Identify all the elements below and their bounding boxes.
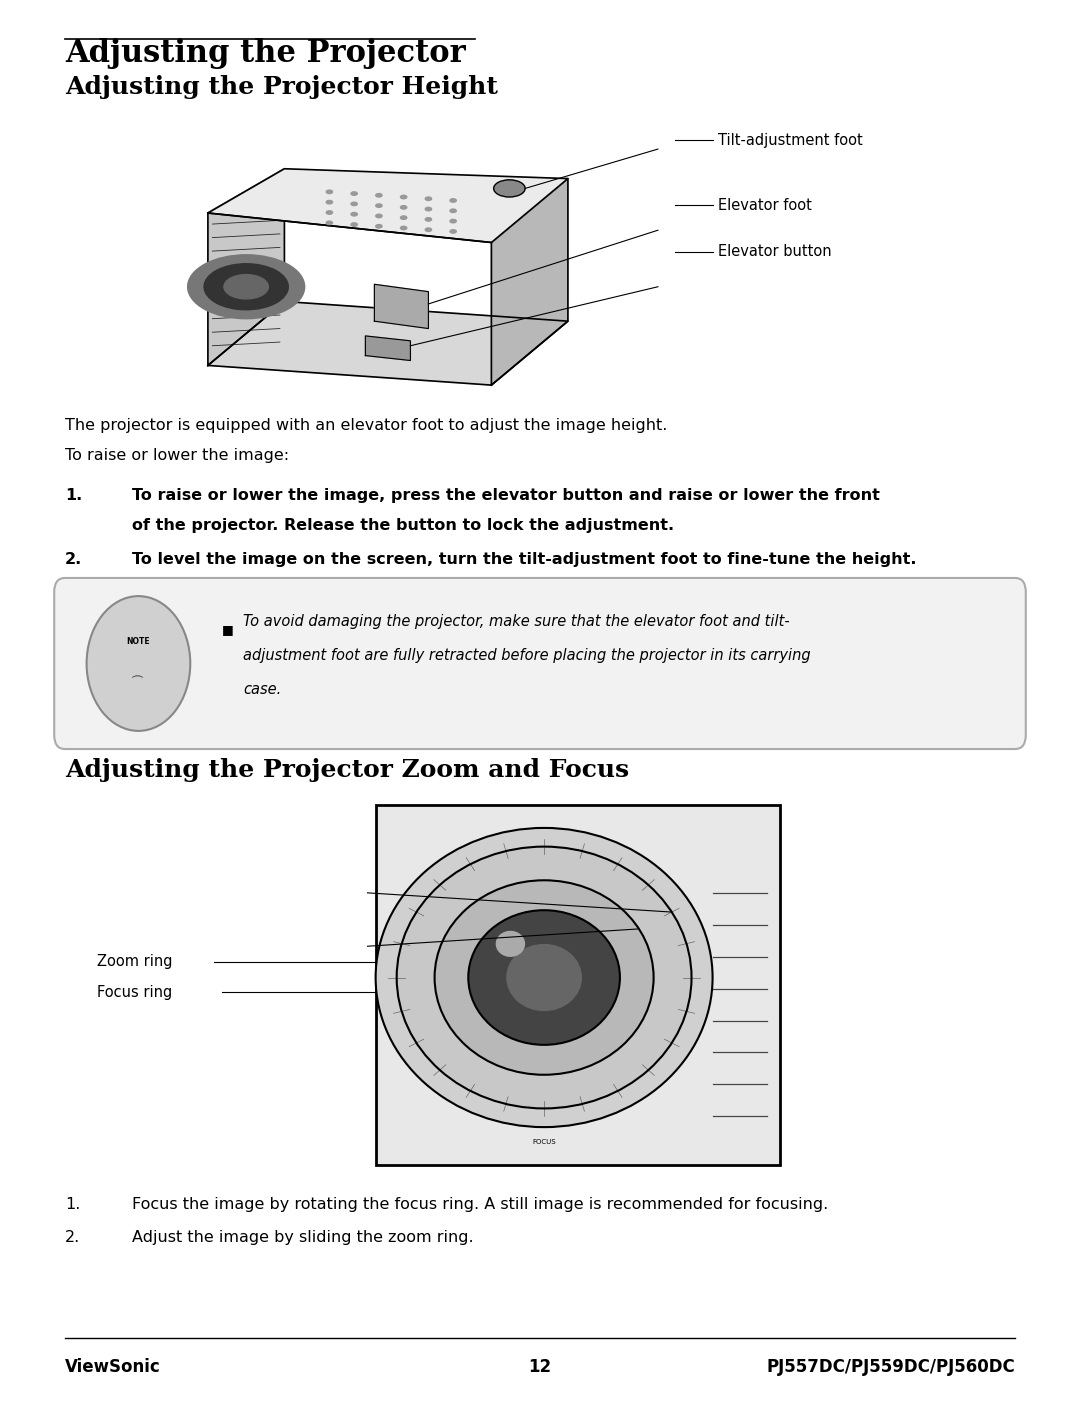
Circle shape bbox=[376, 225, 382, 227]
Circle shape bbox=[401, 226, 407, 230]
Circle shape bbox=[450, 219, 456, 223]
Text: Elevator button: Elevator button bbox=[718, 244, 832, 260]
Circle shape bbox=[469, 910, 620, 1045]
Text: ViewSonic: ViewSonic bbox=[65, 1358, 161, 1376]
Circle shape bbox=[426, 218, 432, 220]
Text: To raise or lower the image:: To raise or lower the image: bbox=[65, 448, 289, 463]
Polygon shape bbox=[491, 178, 568, 385]
Text: adjustment foot are fully retracted before placing the projector in its carrying: adjustment foot are fully retracted befo… bbox=[243, 649, 811, 663]
Text: 2.: 2. bbox=[65, 552, 82, 567]
Circle shape bbox=[507, 943, 582, 1011]
Polygon shape bbox=[375, 284, 429, 329]
Circle shape bbox=[496, 931, 525, 958]
Circle shape bbox=[401, 195, 407, 199]
Text: The projector is equipped with an elevator foot to adjust the image height.: The projector is equipped with an elevat… bbox=[65, 418, 667, 432]
Circle shape bbox=[326, 220, 333, 225]
Circle shape bbox=[86, 597, 190, 731]
Circle shape bbox=[188, 254, 305, 319]
Circle shape bbox=[326, 190, 333, 194]
Circle shape bbox=[376, 194, 382, 197]
FancyBboxPatch shape bbox=[54, 578, 1026, 750]
Text: To raise or lower the image, press the elevator button and raise or lower the fr: To raise or lower the image, press the e… bbox=[132, 489, 880, 503]
Circle shape bbox=[426, 227, 432, 232]
Circle shape bbox=[351, 223, 357, 226]
Circle shape bbox=[401, 216, 407, 219]
Text: 2.: 2. bbox=[65, 1230, 80, 1245]
Text: ■: ■ bbox=[221, 623, 233, 636]
Circle shape bbox=[351, 192, 357, 195]
Text: Adjusting the Projector Height: Adjusting the Projector Height bbox=[65, 74, 498, 100]
Text: FOCUS: FOCUS bbox=[532, 1139, 556, 1146]
Polygon shape bbox=[207, 302, 568, 385]
Text: Adjusting the Projector Zoom and Focus: Adjusting the Projector Zoom and Focus bbox=[65, 758, 630, 782]
Circle shape bbox=[450, 230, 456, 233]
Circle shape bbox=[204, 264, 288, 310]
Circle shape bbox=[351, 212, 357, 216]
Text: Zoom ring: Zoom ring bbox=[97, 955, 173, 970]
Circle shape bbox=[351, 202, 357, 205]
Text: 12: 12 bbox=[528, 1358, 552, 1376]
Text: Adjusting the Projector: Adjusting the Projector bbox=[65, 38, 465, 69]
Circle shape bbox=[450, 199, 456, 202]
Circle shape bbox=[224, 275, 268, 299]
Circle shape bbox=[494, 180, 525, 197]
Circle shape bbox=[376, 215, 382, 218]
Circle shape bbox=[401, 205, 407, 209]
Circle shape bbox=[426, 197, 432, 201]
Text: 1.: 1. bbox=[65, 489, 82, 503]
Circle shape bbox=[326, 211, 333, 215]
Text: Adjust the image by sliding the zoom ring.: Adjust the image by sliding the zoom rin… bbox=[132, 1230, 474, 1245]
Circle shape bbox=[396, 847, 691, 1108]
Text: Tilt-adjustment foot: Tilt-adjustment foot bbox=[718, 132, 863, 147]
Text: NOTE: NOTE bbox=[126, 636, 150, 646]
Circle shape bbox=[326, 201, 333, 204]
Circle shape bbox=[376, 204, 382, 208]
FancyBboxPatch shape bbox=[376, 806, 780, 1164]
Text: To level the image on the screen, turn the tilt-adjustment foot to fine-tune the: To level the image on the screen, turn t… bbox=[132, 552, 917, 567]
Text: To avoid damaging the projector, make sure that the elevator foot and tilt-: To avoid damaging the projector, make su… bbox=[243, 615, 789, 629]
Text: PJ557DC/PJ559DC/PJ560DC: PJ557DC/PJ559DC/PJ560DC bbox=[766, 1358, 1015, 1376]
Circle shape bbox=[376, 828, 713, 1127]
Polygon shape bbox=[365, 336, 410, 361]
Text: ): ) bbox=[132, 673, 145, 677]
Text: 1.: 1. bbox=[65, 1198, 80, 1212]
Polygon shape bbox=[207, 168, 284, 365]
Text: case.: case. bbox=[243, 682, 282, 696]
Circle shape bbox=[450, 209, 456, 212]
Circle shape bbox=[434, 880, 653, 1074]
Polygon shape bbox=[207, 168, 568, 243]
Text: of the projector. Release the button to lock the adjustment.: of the projector. Release the button to … bbox=[132, 518, 674, 534]
Text: Focus the image by rotating the focus ring. A still image is recommended for foc: Focus the image by rotating the focus ri… bbox=[132, 1198, 828, 1212]
Circle shape bbox=[426, 208, 432, 211]
Text: Elevator foot: Elevator foot bbox=[718, 198, 812, 212]
Text: Focus ring: Focus ring bbox=[97, 984, 173, 1000]
